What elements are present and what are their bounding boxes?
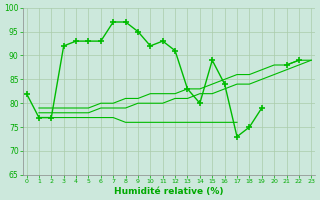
X-axis label: Humidité relative (%): Humidité relative (%) <box>114 187 224 196</box>
